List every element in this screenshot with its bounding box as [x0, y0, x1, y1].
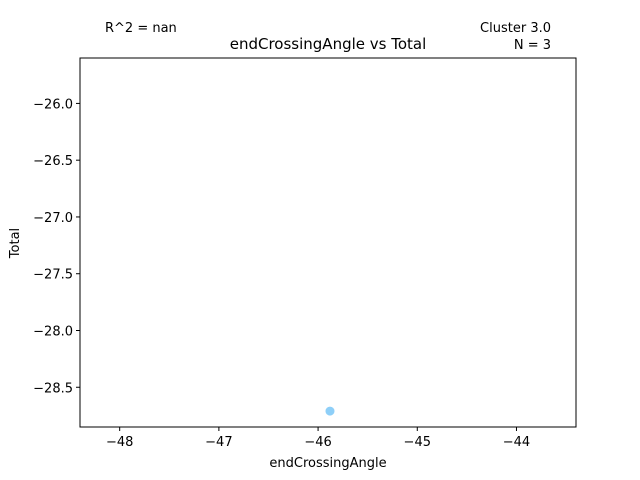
chart-title: endCrossingAngle vs Total — [230, 35, 427, 53]
r-squared-annotation: R^2 = nan — [105, 21, 177, 36]
y-tick-label: −28.0 — [33, 324, 73, 339]
y-tick-label: −27.5 — [33, 268, 73, 283]
data-points — [325, 406, 335, 416]
plot-area-frame — [79, 57, 577, 428]
y-axis-label: Total — [8, 228, 23, 259]
x-axis-ticks: −48 −47 −46 −45 −44 — [106, 427, 530, 450]
x-tick-label: −44 — [503, 435, 530, 450]
y-tick-label: −27.0 — [33, 211, 73, 226]
y-tick-label: −26.0 — [33, 97, 73, 112]
x-tick-label: −47 — [205, 435, 232, 450]
y-tick-label: −28.5 — [33, 381, 73, 396]
x-axis-label: endCrossingAngle — [269, 456, 386, 471]
y-axis-ticks: −26.0 −26.5 −27.0 −27.5 −28.0 −28.5 — [33, 97, 80, 396]
count-annotation: N = 3 — [514, 38, 551, 53]
x-tick-label: −46 — [304, 435, 331, 450]
data-point — [325, 406, 335, 416]
y-tick-label: −26.5 — [33, 154, 73, 169]
cluster-annotation: Cluster 3.0 — [480, 21, 551, 36]
x-tick-label: −45 — [404, 435, 431, 450]
x-tick-label: −48 — [106, 435, 133, 450]
